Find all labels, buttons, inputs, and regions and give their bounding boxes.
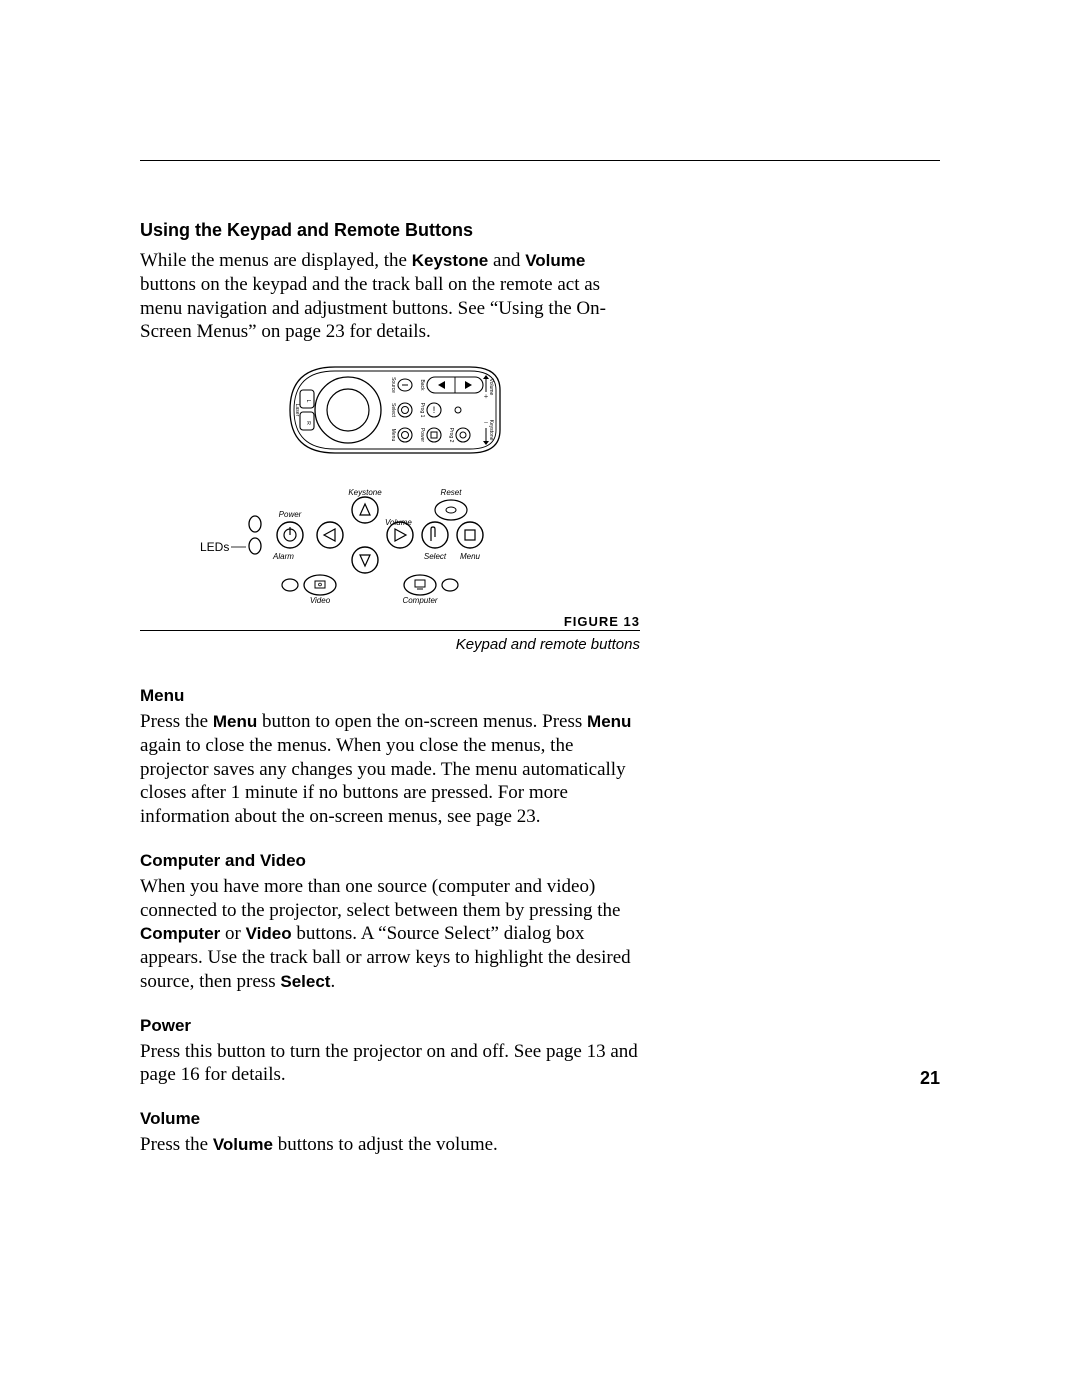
bold-volume-2: Volume [213,1135,273,1154]
remote-prog1-label: Prog 1 [419,403,425,418]
remote-back-label: Back [419,379,425,391]
volume-paragraph: Press the Volume buttons to adjust the v… [140,1133,640,1157]
menu-heading: Menu [140,686,640,706]
section-heading: Using the Keypad and Remote Buttons [140,220,640,241]
leds-callout: LEDs [200,540,229,554]
text: While the menus are displayed, the [140,250,412,271]
header-rule [140,160,940,161]
figure-svg: L R Laser Source Back Volume + Keyst [140,355,640,625]
text: Press the [140,711,213,732]
bold-volume: Volume [525,251,585,270]
remote-diagram: L R Laser Source Back Volume + Keyst [290,367,500,453]
page: Using the Keypad and Remote Buttons Whil… [0,0,1080,1397]
text: again to close the menus. When you close… [140,735,626,827]
remote-keystone-label: Keystone [488,420,494,441]
bold-menu: Menu [213,712,257,731]
keypad-reset-label: Reset [441,488,463,497]
svg-text:+: + [484,392,489,401]
text: buttons on the keypad and the track ball… [140,274,606,343]
bold-menu-2: Menu [587,712,631,731]
keypad-power-label: Power [279,510,302,519]
keypad-keystone-label: Keystone [348,488,382,497]
remote-power-label: Power [419,428,425,443]
remote-prog2-label: Prog 2 [448,428,454,443]
bold-select: Select [280,972,330,991]
remote-menu-label: Menu [390,429,396,442]
figure-label: FIGURE 13 [140,614,640,629]
bold-video: Video [246,924,292,943]
cv-paragraph: When you have more than one source (comp… [140,875,640,994]
keypad-diagram: Keystone Reset Power [200,488,483,605]
power-paragraph: Press this button to turn the projector … [140,1040,640,1088]
remote-select-label: Select [390,403,396,418]
svg-text:!: ! [433,405,436,415]
text: . [330,971,335,992]
remote-volume-label: Volume [488,379,494,396]
keypad-menu-label: Menu [460,552,481,561]
menu-paragraph: Press the Menu button to open the on-scr… [140,710,640,829]
top-section: Using the Keypad and Remote Buttons Whil… [140,220,640,366]
text: button to open the on-screen menus. Pres… [257,711,587,732]
keypad-select-label: Select [424,552,447,561]
cv-heading: Computer and Video [140,851,640,871]
keypad-volume-label: Volume [385,518,412,527]
bold-computer: Computer [140,924,220,943]
remote-l-label: L [305,400,311,403]
keypad-computer-label: Computer [402,596,437,605]
text: Press the [140,1134,213,1155]
volume-heading: Volume [140,1109,640,1129]
remote-r-label: R [305,421,311,425]
bold-keystone: Keystone [412,251,489,270]
text: and [488,250,525,271]
keypad-alarm-label: Alarm [272,552,294,561]
power-heading: Power [140,1016,640,1036]
remote-source-label: Source [390,377,396,393]
keypad-video-label: Video [310,596,331,605]
intro-paragraph: While the menus are displayed, the Keyst… [140,249,640,344]
lower-sections: Menu Press the Menu button to open the o… [140,686,640,1157]
text: When you have more than one source (comp… [140,876,620,921]
figure-caption: Keypad and remote buttons [140,636,640,653]
text: or [220,923,245,944]
figure-rule [140,630,640,631]
text: buttons to adjust the volume. [273,1134,498,1155]
svg-text:−: − [484,418,489,427]
page-number: 21 [920,1068,940,1089]
remote-laser-label: Laser [294,404,300,417]
